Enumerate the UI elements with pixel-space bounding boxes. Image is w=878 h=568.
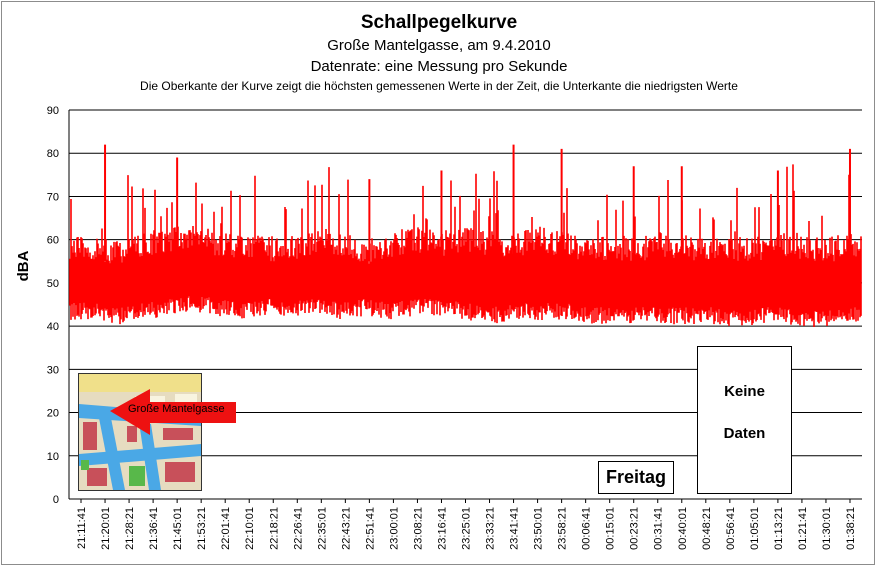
series-envelope bbox=[69, 164, 862, 327]
y-tick-label-50: 50 bbox=[47, 278, 59, 290]
x-tick-label: 23:25:01 bbox=[461, 507, 473, 550]
x-tick-label: 21:11:41 bbox=[76, 507, 88, 549]
x-tick-label: 01:38:21 bbox=[845, 507, 857, 550]
x-tick-label: 00:56:41 bbox=[725, 507, 737, 550]
x-tick-label: 23:50:01 bbox=[533, 507, 545, 550]
y-tick-label-80: 80 bbox=[47, 148, 59, 160]
y-tick-label-60: 60 bbox=[47, 235, 59, 247]
x-tick-label: 00:40:01 bbox=[677, 507, 689, 550]
map-inset bbox=[78, 373, 202, 491]
x-tick-label: 23:16:41 bbox=[436, 507, 448, 550]
map-inset-label: Große Mantelgasse bbox=[128, 403, 225, 415]
x-tick-label: 22:18:21 bbox=[268, 507, 280, 550]
x-tick-label: 22:43:21 bbox=[340, 507, 352, 550]
chart-note: Die Oberkante der Kurve zeigt die höchst… bbox=[140, 79, 738, 93]
annotation-daten-text: Daten bbox=[723, 425, 766, 442]
x-tick-label: 00:23:21 bbox=[629, 507, 641, 550]
x-tick-label: 01:05:01 bbox=[749, 507, 761, 550]
chart-subtitle-data-rate: Datenrate: eine Messung pro Sekunde bbox=[310, 58, 568, 75]
x-tick-label: 22:51:41 bbox=[364, 507, 376, 550]
x-tick-label: 22:35:01 bbox=[316, 507, 328, 550]
x-tick-label: 23:00:01 bbox=[388, 507, 400, 550]
x-tick-label: 22:01:41 bbox=[220, 507, 232, 550]
x-tick-label: 00:48:21 bbox=[701, 507, 713, 550]
y-tick-label-90: 90 bbox=[47, 105, 59, 117]
chart-subtitle: Große Mantelgasse, am 9.4.2010 bbox=[327, 37, 551, 54]
x-tick-label: 23:08:21 bbox=[412, 507, 424, 550]
x-tick-label: 21:45:01 bbox=[172, 507, 184, 550]
x-tick-label: 21:36:41 bbox=[148, 507, 160, 550]
y-tick-label-10: 10 bbox=[47, 451, 59, 463]
x-tick-label: 23:58:21 bbox=[557, 507, 569, 550]
y-tick-label-30: 30 bbox=[47, 364, 59, 376]
annotation-keine-daten: Keine Daten bbox=[697, 346, 792, 494]
annotation-keine-text: Keine bbox=[724, 383, 765, 400]
x-tick-label: 21:20:01 bbox=[100, 507, 112, 550]
x-tick-label: 22:26:41 bbox=[292, 507, 304, 550]
y-tick-label-40: 40 bbox=[47, 321, 59, 333]
y-tick-label-0: 0 bbox=[53, 494, 59, 506]
x-tick-label: 00:15:01 bbox=[605, 507, 617, 550]
x-tick-label: 21:53:21 bbox=[196, 507, 208, 550]
x-tick-label: 01:30:01 bbox=[821, 507, 833, 550]
x-tick-label: 23:33:21 bbox=[485, 507, 497, 550]
x-tick-label: 21:28:21 bbox=[124, 507, 136, 550]
annotation-freitag: Freitag bbox=[598, 461, 674, 494]
chart-title: Schallpegelkurve bbox=[360, 12, 518, 33]
x-tick-label: 01:21:41 bbox=[797, 507, 809, 550]
y-tick-label-70: 70 bbox=[47, 191, 59, 203]
x-tick-label: 23:41:41 bbox=[509, 507, 521, 550]
x-tick-label: 22:10:01 bbox=[244, 507, 256, 550]
y-tick-label-20: 20 bbox=[47, 408, 59, 420]
map-image bbox=[79, 374, 201, 490]
x-tick-label: 01:13:21 bbox=[773, 507, 785, 550]
x-tick-label: 00:06:41 bbox=[581, 507, 593, 550]
x-tick-label: 00:31:41 bbox=[653, 507, 665, 550]
